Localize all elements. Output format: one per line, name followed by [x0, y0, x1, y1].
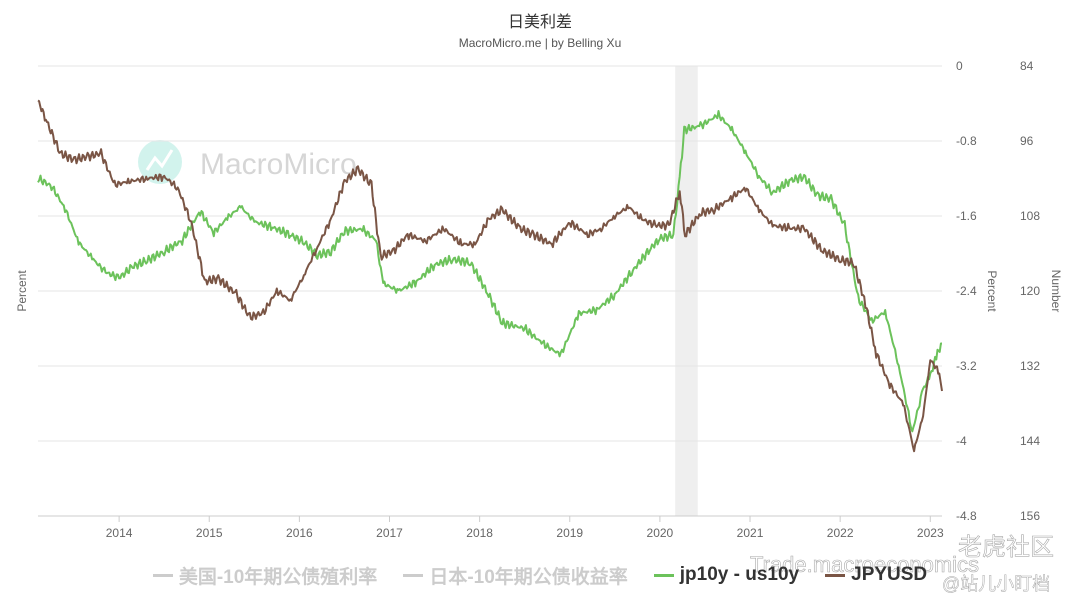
macromicro-watermark: MacroMicro: [138, 140, 357, 184]
x-tick-label: 2020: [647, 526, 674, 540]
y-tick-label-number: 108: [1020, 209, 1040, 223]
y-tick-label-percent: -4.8: [956, 509, 977, 523]
y-tick-label-number: 144: [1020, 434, 1040, 448]
legend-label: 日本-10年期公债收益率: [429, 566, 628, 588]
gridlines: [38, 65, 942, 517]
series-line-spread: [37, 110, 942, 433]
legend-swatch: [403, 573, 424, 577]
y-tick-label-percent: -3.2: [956, 359, 977, 373]
y-tick-label-percent: 0: [956, 59, 963, 73]
x-tick-label: 2017: [376, 526, 403, 540]
legend-item-jpyusd[interactable]: JPYUSD: [825, 564, 927, 586]
x-tick-label: 2016: [286, 526, 313, 540]
y-tick-label-number: 96: [1020, 134, 1034, 148]
y-tick-label-percent: -4: [956, 434, 967, 448]
x-tick-label: 2021: [737, 526, 764, 540]
y-tick-label-number: 84: [1020, 59, 1034, 73]
y-tick-label-percent: -0.8: [956, 134, 977, 148]
y-axis-right-percent: 0 -0.8 -1.6 -2.4 -3.2 -4 -4.8 Percent: [956, 59, 999, 523]
y-axis-title-right-number: Number: [1049, 270, 1063, 313]
legend-swatch: [825, 573, 846, 577]
y-axis-right-number: 84 96 108 120 132 144 156 Number: [1020, 59, 1063, 523]
x-tick-label: 2014: [106, 526, 133, 540]
y-tick-label-number: 156: [1020, 509, 1040, 523]
x-axis: 2014 2015 2016 2017 2018 2019 2020 2021 2022 2023: [38, 515, 944, 540]
chart-legend: 美国-10年期公债殖利率 日本-10年期公债收益率 jp10y - us10y …: [0, 560, 1080, 590]
y-axis-left: Percent: [15, 270, 29, 312]
y-tick-label-percent: -2.4: [956, 284, 977, 298]
legend-item-spread[interactable]: jp10y - us10y: [653, 564, 800, 586]
y-tick-label-number: 132: [1020, 359, 1040, 373]
watermark-text: MacroMicro: [200, 148, 357, 181]
chart-title: 日美利差: [507, 14, 572, 31]
series-layer: [37, 99, 943, 453]
legend-item-us10y[interactable]: 美国-10年期公债殖利率: [152, 562, 378, 589]
y-tick-label-percent: -1.6: [956, 209, 977, 223]
x-tick-label: 2022: [827, 526, 854, 540]
legend-swatch: [653, 573, 674, 577]
x-tick-label: 2019: [556, 526, 583, 540]
legend-item-jp10y[interactable]: 日本-10年期公债收益率: [403, 562, 628, 589]
overlay-handle-text: @站儿小盯档: [942, 574, 1050, 594]
y-axis-title-left: Percent: [15, 270, 29, 312]
legend-swatch: [152, 573, 173, 577]
y-axis-title-right-percent: Percent: [985, 270, 999, 312]
legend-label: 美国-10年期公债殖利率: [178, 566, 378, 588]
legend-label: JPYUSD: [851, 564, 928, 585]
x-tick-label: 2015: [196, 526, 223, 540]
series-line-jpyusd: [37, 99, 943, 453]
y-tick-label-number: 120: [1020, 284, 1040, 298]
watermark-logo-mark: [145, 149, 174, 171]
x-tick-label: 2018: [466, 526, 493, 540]
legend-label: jp10y - us10y: [679, 564, 800, 585]
chart-subtitle: MacroMicro.me | by Belling Xu: [458, 36, 622, 50]
x-tick-label: 2023: [917, 526, 944, 540]
overlay-community-text: 老虎社区: [958, 534, 1054, 561]
overlay-trade-text: Trade.macroeconomics: [750, 552, 979, 577]
